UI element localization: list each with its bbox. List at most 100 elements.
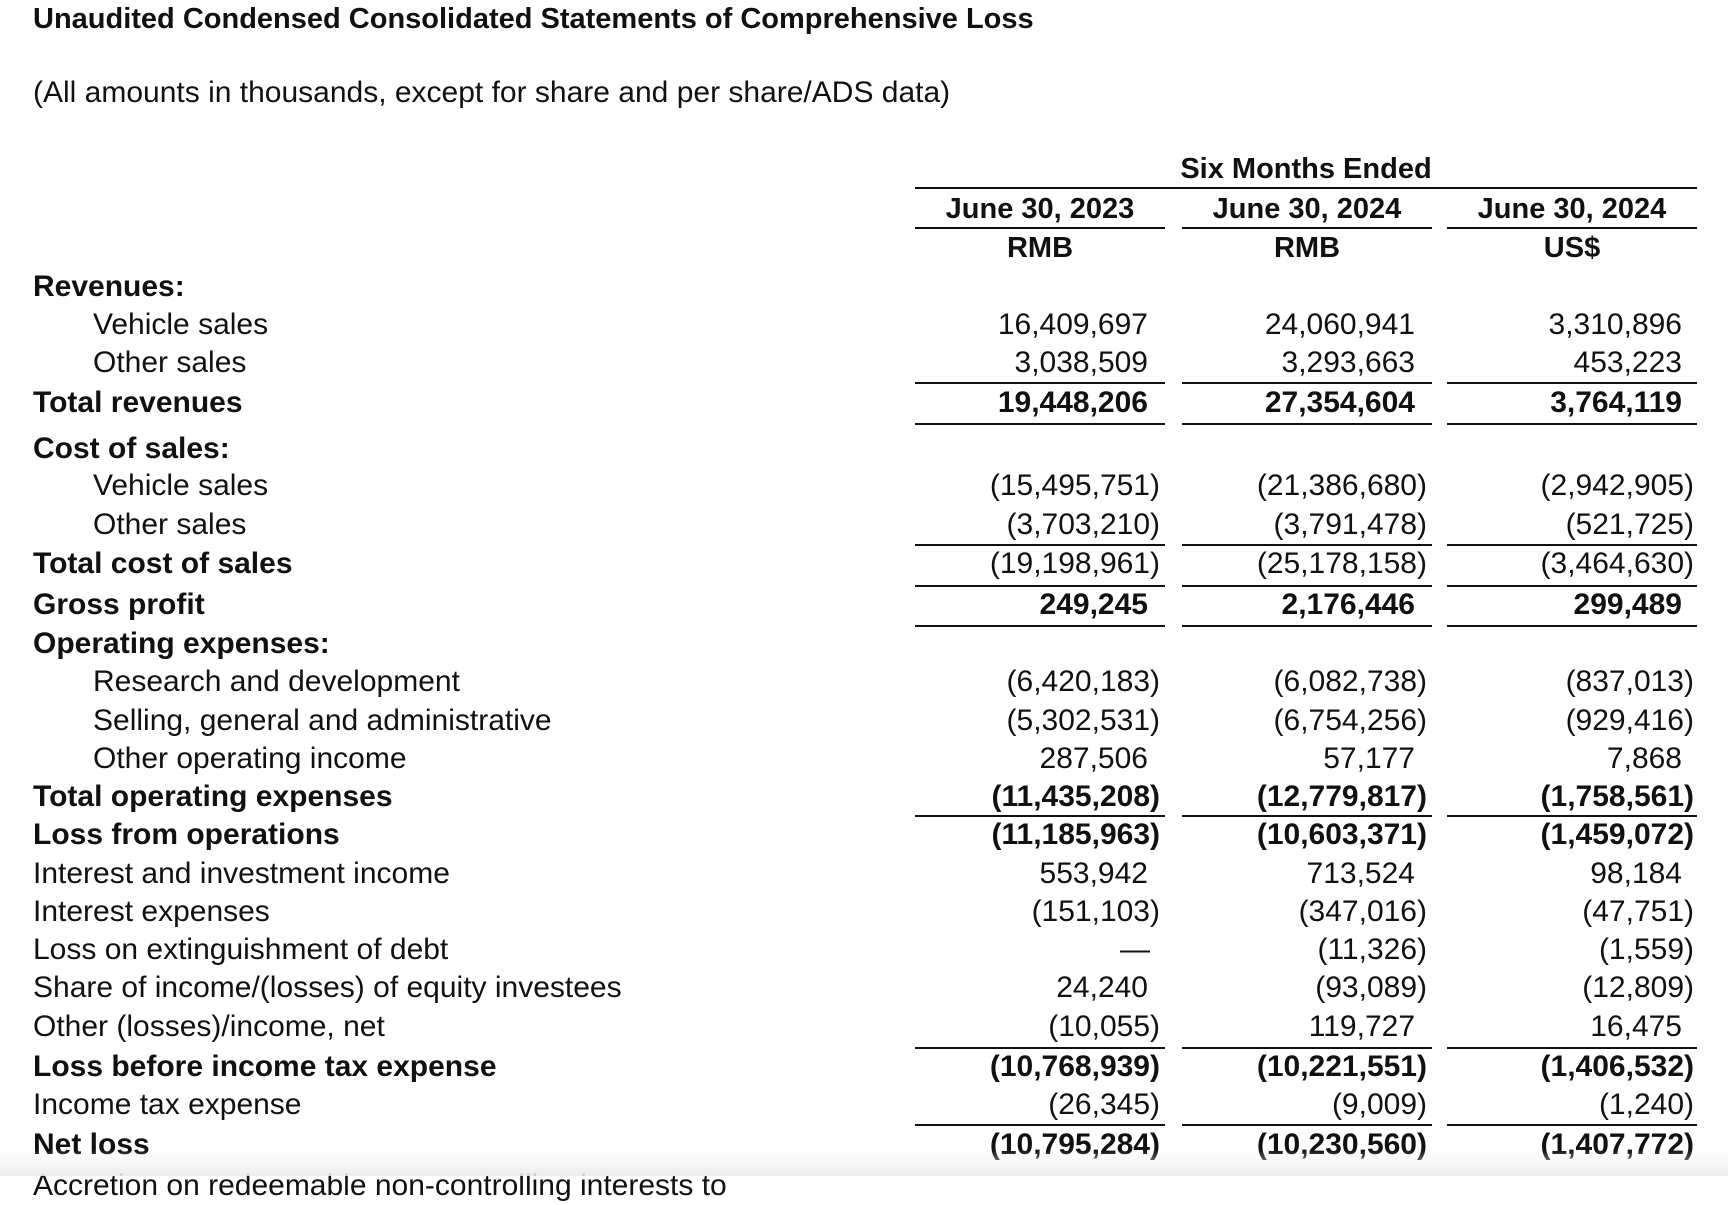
cell-value: (15,495,751) [989, 469, 1160, 502]
cell-value: 453,223 [1573, 346, 1682, 379]
row-label: Selling, general and administrative [93, 704, 552, 737]
cell-value: 553,942 [1039, 857, 1148, 890]
column-currency-3: US$ [1543, 232, 1601, 264]
cell-value: (5,302,531) [1006, 704, 1160, 737]
cell-value: (11,326) [1317, 933, 1427, 966]
column-rule [915, 585, 1165, 587]
column-rule [1447, 815, 1697, 817]
column-currency-1: RMB [1006, 232, 1074, 264]
row-label: Loss from operations [33, 818, 340, 851]
cell-value: (10,603,371) [1256, 818, 1427, 851]
cell-value: 7,868 [1606, 742, 1682, 775]
column-rule [1447, 625, 1697, 627]
column-rule [1182, 815, 1432, 817]
cell-value: 713,524 [1306, 857, 1415, 890]
cell-value: (1,459,072) [1540, 818, 1694, 851]
cell-value: (6,082,738) [1273, 665, 1427, 698]
table-row: Interest and investment income 553,942 713… [0, 855, 1728, 893]
column-rule [1182, 423, 1432, 425]
table-row: Total operating expenses (11,435,208) (12,… [0, 778, 1728, 816]
cell-value: (2,942,905) [1540, 469, 1694, 502]
cell-value: (11,185,963) [991, 818, 1160, 851]
cell-value: 24,240 [1056, 971, 1148, 1004]
header-rule [915, 187, 1697, 189]
cell-value: (26,345) [1048, 1088, 1160, 1121]
table-row: Net loss (10,795,284) (10,230,560) (1,407,7… [0, 1126, 1728, 1164]
column-rule [915, 382, 1165, 384]
column-rule [1182, 382, 1432, 384]
row-label: Other sales [93, 346, 247, 379]
cell-value: 299,489 [1573, 588, 1682, 621]
column-rule [1447, 585, 1697, 587]
cell-value: (12,809) [1582, 971, 1694, 1004]
row-label: Loss on extinguishment of debt [33, 933, 449, 966]
row-label: Operating expenses: [33, 627, 330, 660]
cell-value: (1,407,772) [1540, 1128, 1694, 1161]
column-currency-2: RMB [1273, 232, 1341, 264]
table-row: Operating expenses: [0, 625, 1728, 663]
row-label: Total revenues [33, 386, 243, 419]
cell-value: (3,703,210) [1006, 508, 1160, 541]
table-row: Income tax expense (26,345) (9,009) (1,240) [0, 1086, 1728, 1124]
column-rule [915, 1047, 1165, 1049]
row-label: Vehicle sales [93, 308, 269, 341]
column-date-1: June 30, 2023 [945, 193, 1135, 225]
cell-value: (93,089) [1315, 971, 1427, 1004]
table-row: Accretion on redeemable non-controlling … [0, 1167, 1728, 1205]
column-rule [1447, 382, 1697, 384]
cell-value: — [1120, 933, 1150, 966]
table-row: Share of income/(losses) of equity inves… [0, 969, 1728, 1007]
column-rule [1447, 423, 1697, 425]
row-label: Interest and investment income [33, 857, 450, 890]
column-rule [1182, 625, 1432, 627]
row-label: Loss before income tax expense [33, 1050, 497, 1083]
date-rule-3 [1447, 227, 1697, 229]
table-row: Other sales 3,038,509 3,293,663 453,223 [0, 344, 1728, 382]
cell-value: (10,221,551) [1256, 1050, 1427, 1083]
table-row: Total cost of sales (19,198,961) (25,178,1… [0, 545, 1728, 583]
table-row: Interest expenses (151,103) (347,016) (47,7… [0, 893, 1728, 931]
cell-value: 24,060,941 [1264, 308, 1415, 341]
row-label: Share of income/(losses) of equity inves… [33, 971, 622, 1004]
statement-title: Unaudited Condensed Consolidated Stateme… [33, 3, 1034, 35]
row-label: Total operating expenses [33, 780, 393, 813]
row-label: Interest expenses [33, 895, 270, 928]
column-rule [1182, 1047, 1432, 1049]
cell-value: (9,009) [1331, 1088, 1427, 1121]
column-rule [915, 815, 1165, 817]
cell-value: 3,038,509 [1014, 346, 1148, 379]
row-label: Revenues: [33, 270, 185, 303]
table-row: Loss before income tax expense (10,768,93… [0, 1048, 1728, 1086]
table-row: Research and development (6,420,183) (6,08… [0, 663, 1728, 701]
cell-value: 249,245 [1039, 588, 1148, 621]
cell-value: (1,240) [1598, 1088, 1694, 1121]
cell-value: (347,016) [1298, 895, 1427, 928]
column-rule [1447, 1124, 1697, 1126]
cell-value: (521,725) [1565, 508, 1694, 541]
cell-value: (11,435,208) [991, 780, 1160, 813]
row-label: Vehicle sales [93, 469, 269, 502]
cell-value: 57,177 [1323, 742, 1415, 775]
column-rule [1182, 585, 1432, 587]
cell-value: (47,751) [1582, 895, 1694, 928]
table-row: Cost of sales: [0, 430, 1728, 468]
cell-value: 27,354,604 [1264, 386, 1415, 419]
cell-value: (1,559) [1598, 933, 1694, 966]
column-date-3: June 30, 2024 [1477, 193, 1667, 225]
table-row: Revenues: [0, 268, 1728, 306]
row-label: Other sales [93, 508, 247, 541]
table-row: Loss from operations (11,185,963) (10,603,… [0, 816, 1728, 854]
date-rule-1 [915, 227, 1165, 229]
cell-value: 3,764,119 [1550, 386, 1682, 419]
row-label: Other (losses)/income, net [33, 1010, 385, 1043]
cell-value: (10,055) [1048, 1010, 1160, 1043]
column-rule [1182, 1124, 1432, 1126]
row-label: Total cost of sales [33, 547, 293, 580]
cell-value: (10,230,560) [1256, 1128, 1427, 1161]
period-header: Six Months Ended [1180, 153, 1432, 185]
table-row: Gross profit 249,245 2,176,446 299,489 [0, 586, 1728, 624]
table-row: Loss on extinguishment of debt — (11,326) (… [0, 931, 1728, 969]
column-rule [915, 423, 1165, 425]
cell-value: (25,178,158) [1256, 547, 1427, 580]
cell-value: 2,176,446 [1281, 588, 1415, 621]
